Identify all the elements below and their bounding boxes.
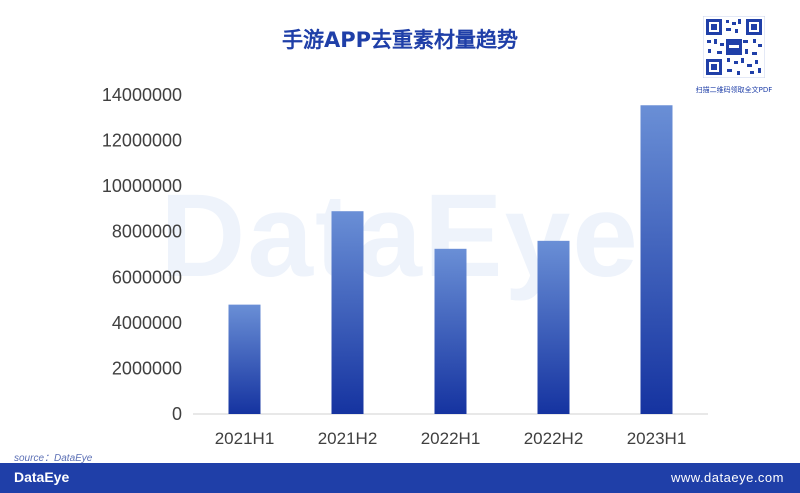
x-tick-label: 2022H2: [524, 429, 584, 448]
qr-code-icon: [702, 15, 766, 79]
y-tick-label: 0: [172, 404, 182, 424]
bar-2021H2: [331, 211, 364, 414]
bar-2022H1: [434, 248, 467, 414]
bar-2021H1: [228, 304, 261, 414]
bars: [228, 105, 673, 414]
x-tick-label: 2022H1: [421, 429, 481, 448]
x-tick-label: 2021H2: [318, 429, 378, 448]
footer-bar: DataEye www.dataeye.com: [0, 463, 800, 493]
bar-2022H2: [537, 240, 570, 414]
y-tick-label: 8000000: [112, 222, 182, 242]
y-tick-label: 4000000: [112, 313, 182, 333]
y-tick-label: 12000000: [102, 131, 182, 151]
y-tick-label: 10000000: [102, 176, 182, 196]
qr-caption: 扫描二维码领取全文PDF: [695, 86, 773, 94]
chart-title: 手游APP去重素材量趋势: [281, 28, 519, 52]
footer-logo: DataEye: [14, 469, 70, 485]
y-tick-label: 2000000: [112, 358, 182, 378]
y-axis: 0 2000000 4000000 6000000 8000000 10000000 120…: [102, 85, 182, 424]
qr-block: 扫描二维码领取全文PDF: [688, 15, 780, 95]
y-tick-label: 14000000: [102, 85, 182, 105]
y-tick-label: 6000000: [112, 267, 182, 287]
x-axis: 2021H1 2021H2 2022H1 2022H2 2023H1: [215, 429, 687, 448]
source-note: source：DataEye: [14, 453, 93, 464]
bar-2023H1: [640, 105, 673, 414]
x-tick-label: 2023H1: [627, 429, 687, 448]
footer-url: www.dataeye.com: [671, 470, 784, 485]
x-tick-label: 2021H1: [215, 429, 275, 448]
